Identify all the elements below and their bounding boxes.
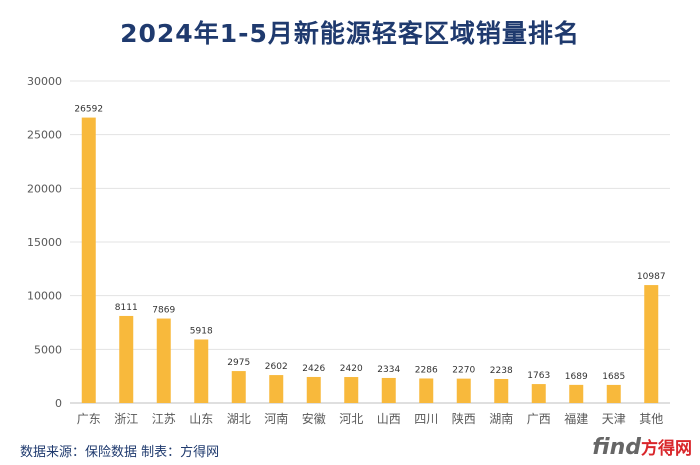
data-label: 2270 [452,366,475,376]
bar [81,117,96,404]
x-tick-label: 山东 [189,412,213,426]
data-label: 1685 [602,372,625,382]
bar [606,384,621,403]
chart-title: 2024年1-5月新能源轻客区域销量排名 [120,19,580,48]
bar [644,285,659,403]
x-tick-label: 江苏 [152,412,176,426]
y-tick-label: 15000 [27,236,62,249]
data-label: 7869 [152,306,175,316]
x-tick-label: 广西 [527,412,551,426]
bar [494,378,509,403]
bar [381,377,396,403]
logo-accent-text: 方得网 [641,439,692,459]
data-label: 1689 [565,372,588,382]
x-tick-label: 湖北 [227,411,251,426]
x-tick-label: 安徽 [302,411,326,426]
bar [269,375,284,403]
bar [569,384,584,403]
data-label: 2286 [415,365,438,375]
bar [306,376,321,403]
site-logo: find方得网 [592,434,692,460]
data-label: 2426 [302,364,325,374]
y-tick-label: 20000 [27,182,62,195]
x-tick-label: 四川 [414,412,438,426]
data-label: 1763 [527,371,550,381]
y-tick-label: 5000 [34,343,62,356]
logo-main-text: find [592,435,641,460]
bar [344,377,359,403]
x-tick-label: 河北 [339,412,363,426]
bar [456,378,471,403]
data-label: 2238 [490,366,513,376]
data-label: 2334 [377,365,400,375]
x-tick-label: 天津 [602,412,626,426]
bar [156,318,171,403]
x-tick-label: 其他 [639,412,663,426]
data-label: 8111 [115,303,138,313]
y-tick-label: 30000 [27,75,62,88]
data-label: 5918 [190,326,213,336]
data-label: 2420 [340,364,363,374]
y-tick-label: 0 [55,397,62,410]
bar [231,371,246,403]
x-tick-label: 河南 [264,411,288,426]
bar [194,339,209,403]
data-label: 2975 [227,358,250,368]
x-tick-label: 湖南 [489,411,513,426]
x-tick-label: 陕西 [452,411,476,426]
x-tick-label: 山西 [377,412,401,426]
bar [531,384,546,403]
data-label: 2602 [265,362,288,372]
y-tick-label: 10000 [27,290,62,303]
bar [419,378,434,403]
data-label: 10987 [637,272,666,282]
x-tick-label: 福建 [564,411,588,426]
data-source-note: 数据来源：保险数据 制表：方得网 [20,445,220,460]
y-tick-label: 25000 [27,129,62,142]
data-label: 26592 [74,105,103,115]
x-tick-label: 浙江 [114,412,138,426]
x-tick-label: 广东 [77,412,101,426]
bar [119,315,134,403]
